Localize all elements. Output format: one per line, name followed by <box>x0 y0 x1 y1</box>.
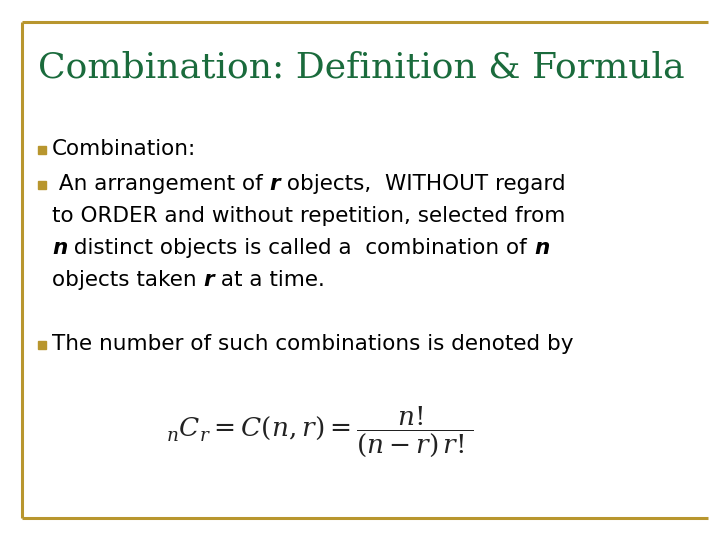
Text: The number of such combinations is denoted by: The number of such combinations is denot… <box>52 334 574 354</box>
Text: r: r <box>204 270 214 290</box>
Text: at a time.: at a time. <box>214 270 325 290</box>
Text: distinct objects is called a  combination of: distinct objects is called a combination… <box>67 238 534 258</box>
Text: Combination:: Combination: <box>52 139 197 159</box>
Text: r: r <box>269 174 280 194</box>
Text: objects taken: objects taken <box>52 270 204 290</box>
Text: An arrangement of: An arrangement of <box>52 174 269 194</box>
Bar <box>38 181 46 189</box>
Text: to ORDER and without repetition, selected from: to ORDER and without repetition, selecte… <box>52 206 565 226</box>
Bar <box>38 341 46 349</box>
Text: n: n <box>52 238 67 258</box>
Text: n: n <box>534 238 549 258</box>
Text: $_{n}C_{r} = C(n,r)= \dfrac{n!}{(n-r)\,r!}$: $_{n}C_{r} = C(n,r)= \dfrac{n!}{(n-r)\,r… <box>166 405 474 459</box>
Text: objects,  WITHOUT regard: objects, WITHOUT regard <box>280 174 566 194</box>
Bar <box>38 146 46 154</box>
Text: Combination: Definition & Formula: Combination: Definition & Formula <box>38 50 685 84</box>
